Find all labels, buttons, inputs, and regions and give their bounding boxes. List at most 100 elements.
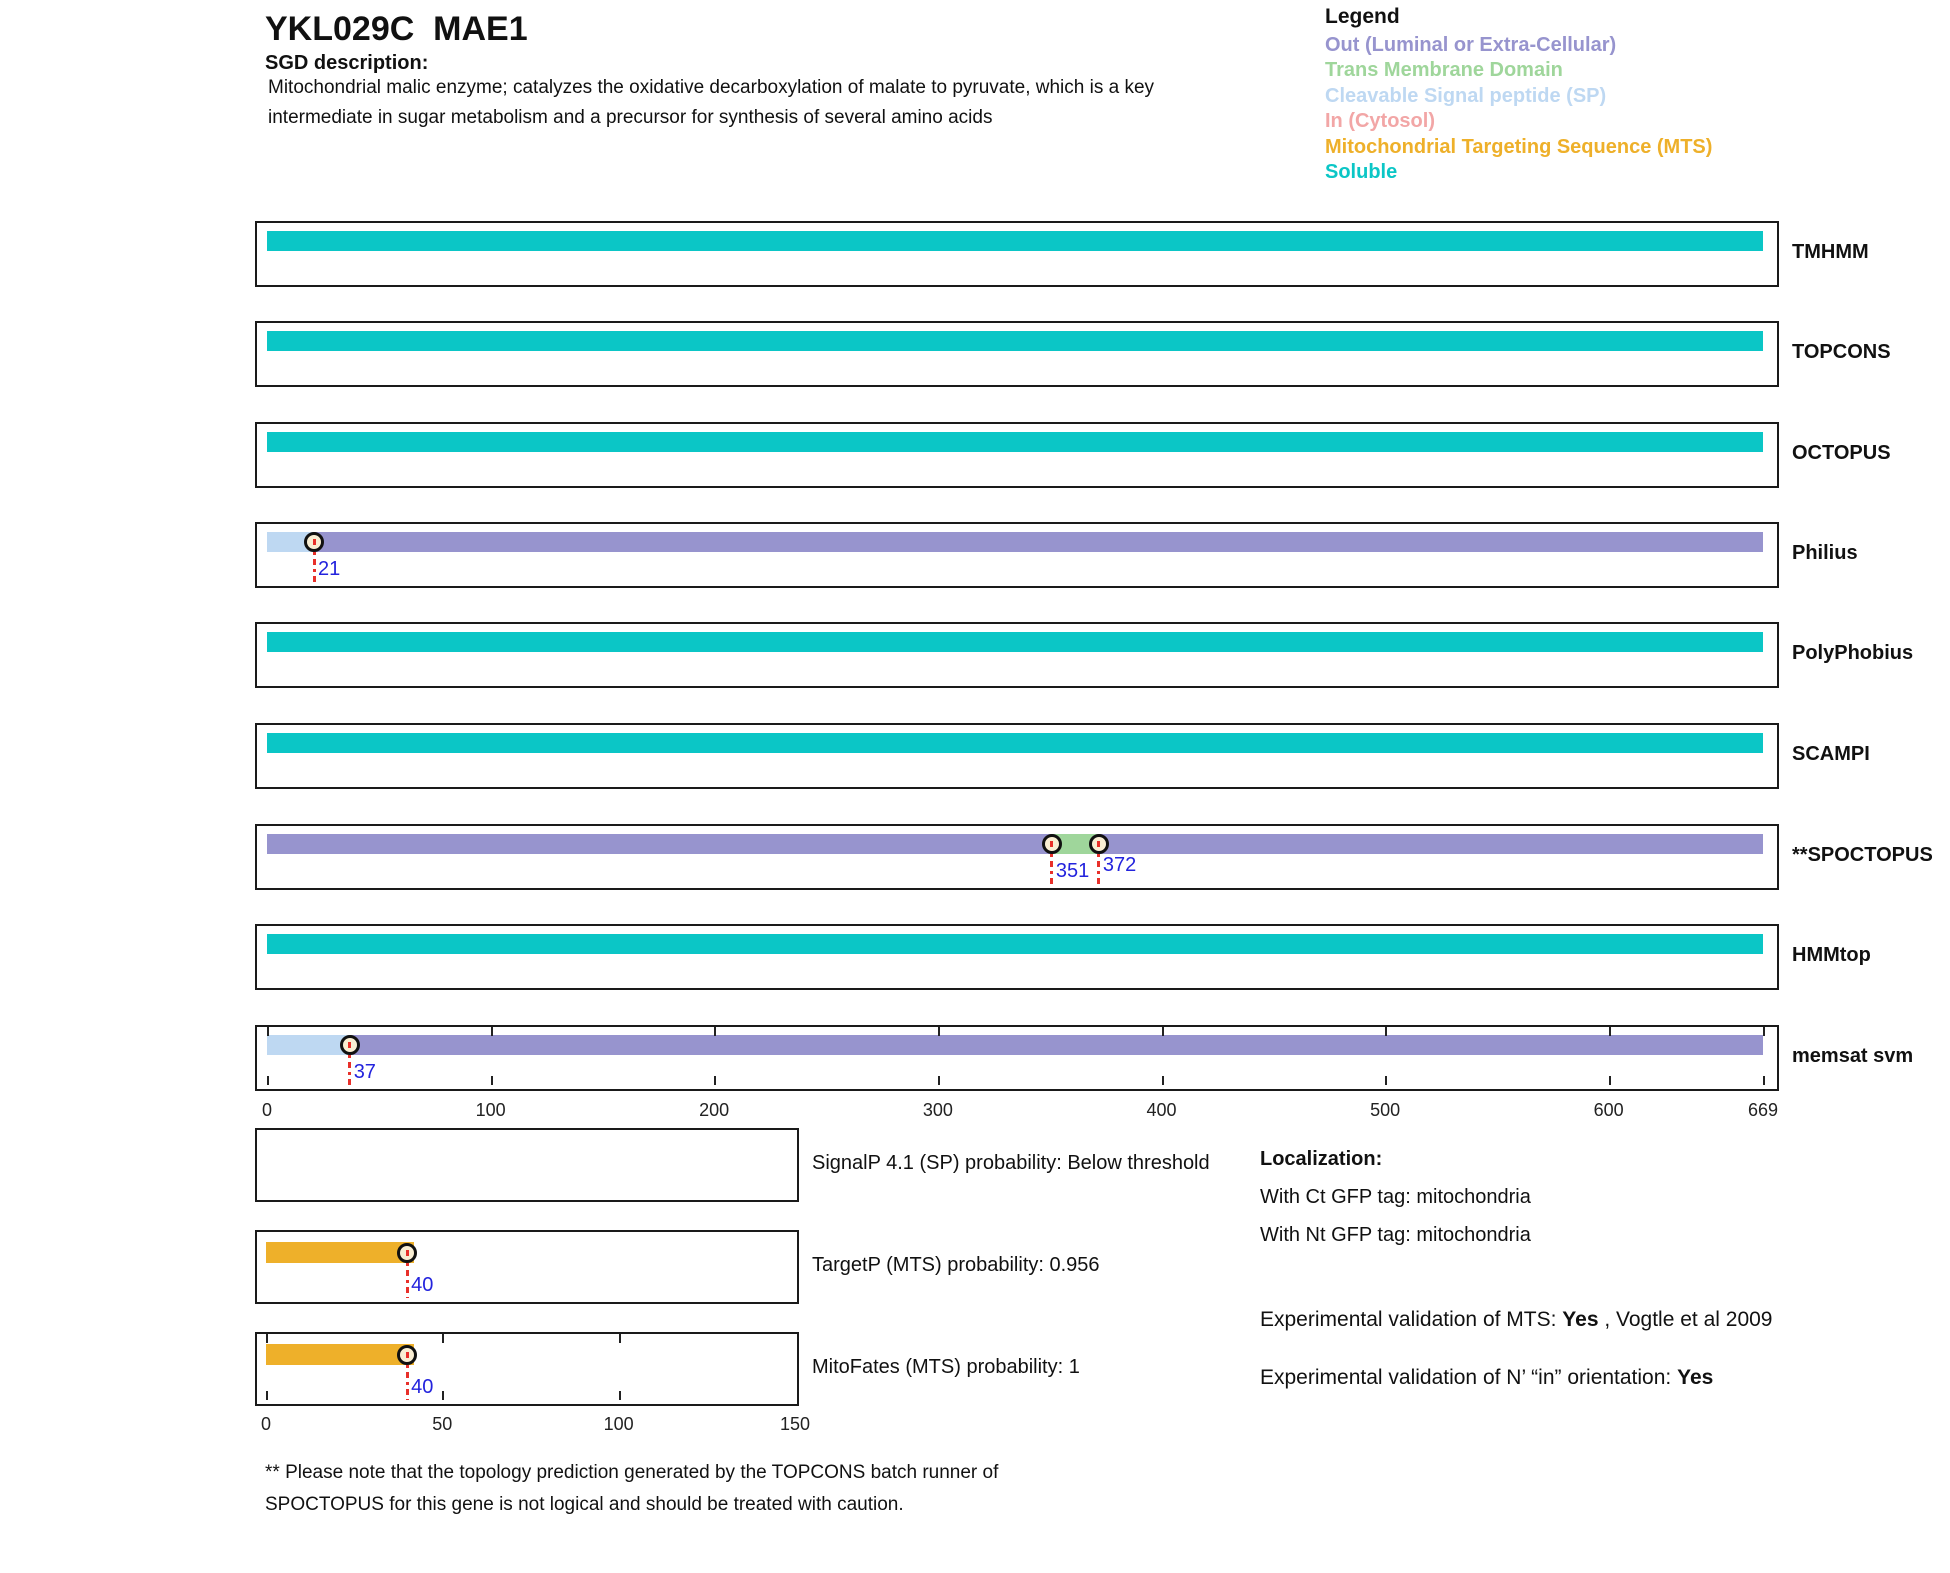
segment-soluble [267,231,1763,251]
track-label: TMHMM [1792,240,1869,263]
segment-soluble [267,934,1763,954]
track-label: Philius [1792,541,1858,564]
track-label: SCAMPI [1792,742,1870,765]
axis-tick-mark [937,1076,940,1085]
axis-tick-mark [937,1027,940,1036]
axis-tick-mark [1608,1076,1611,1085]
boundary-line [1050,844,1054,884]
axis-tick-label: 100 [475,1100,506,1120]
footnote-line2: SPOCTOPUS for this gene is not logical a… [265,1494,904,1515]
position-label: 372 [1102,854,1137,876]
mts-validation-prefix: Experimental validation of MTS: [1260,1308,1563,1331]
axis-tick-mark [267,1027,269,1036]
legend-item-soluble: Soluble [1325,161,1398,183]
boundary-line [1097,844,1101,884]
localization-heading: Localization: [1260,1148,1383,1170]
axis-tick-label: 669 [1747,1100,1779,1120]
boundary-marker-dash [1050,841,1054,847]
track-label: OCTOPUS [1792,441,1891,464]
axis-tick-label: 0 [261,1100,273,1120]
orientation-validation-answer: Yes [1677,1366,1714,1389]
sgd-description-line2: intermediate in sugar metabolism and a p… [268,107,993,128]
orientation-validation-line: Experimental validation of N’ “in” orien… [1260,1366,1713,1390]
segment-soluble [267,331,1763,351]
gene-title: YKL029C MAE1 [265,10,528,48]
axis-tick-mark [442,1334,445,1343]
boundary-marker-dash [348,1042,352,1048]
axis-tick-mark [618,1391,621,1400]
boundary-line [312,542,316,582]
legend-item-in-cytosol: In (Cytosol) [1325,110,1435,133]
segment-sp [267,532,314,552]
axis-tick-mark [442,1391,445,1400]
axis-tick-mark [490,1027,493,1036]
segment-out [1098,834,1763,854]
plot-label: SignalP 4.1 (SP) probability: Below thre… [812,1151,1210,1174]
axis-tick-label: 200 [699,1100,730,1120]
axis-tick-mark [266,1334,268,1343]
position-label: 40 [411,1274,434,1296]
axis-tick-mark [618,1334,621,1343]
boundary-line [405,1354,409,1400]
axis-tick-mark [266,1391,268,1400]
track-label: memsat svm [1792,1044,1914,1067]
segment-out [349,1035,1763,1055]
boundary-marker-dash [1097,841,1101,847]
axis-tick-label: 50 [432,1414,453,1434]
position-label: 40 [411,1376,434,1398]
legend-title: Legend [1325,5,1400,28]
orientation-validation-prefix: Experimental validation of N’ “in” orien… [1260,1366,1678,1389]
mts-validation-line: Experimental validation of MTS: Yes , Vo… [1260,1308,1772,1332]
track-label: **SPOCTOPUS [1792,843,1933,866]
plot-label: TargetP (MTS) probability: 0.956 [812,1253,1100,1276]
track-label: PolyPhobius [1792,641,1914,664]
segment-soluble [267,432,1763,452]
sgd-description-label: SGD description: [265,52,429,74]
sgd-description-line1: Mitochondrial malic enzyme; catalyzes th… [268,77,1155,98]
boundary-marker-dash [405,1249,409,1256]
segment-mts [266,1344,415,1365]
localization-nt-gfp-line: With Nt GFP tag: mitochondria [1260,1224,1531,1246]
legend-item-trans-membrane-domain: Trans Membrane Domain [1325,59,1563,82]
boundary-marker-dash [312,539,316,545]
position-label: 351 [1055,860,1090,882]
axis-tick-mark [714,1076,717,1085]
legend-item-mitochondrial-targeting-sequence-mts: Mitochondrial Targeting Sequence (MTS) [1325,135,1713,158]
axis-tick-mark [1161,1076,1164,1085]
plot-label: MitoFates (MTS) probability: 1 [812,1355,1080,1378]
track-label: TOPCONS [1792,340,1891,363]
axis-tick-mark [1161,1027,1164,1036]
axis-tick-label: 500 [1370,1100,1401,1120]
boundary-marker-dash [405,1351,409,1358]
axis-tick-label: 0 [260,1414,272,1434]
axis-tick-label: 100 [603,1414,634,1434]
segment-out [314,532,1763,552]
axis-tick-mark [267,1076,269,1085]
segment-tm [1051,834,1099,854]
segment-soluble [267,632,1763,652]
axis-tick-mark [1763,1076,1765,1085]
position-label: 37 [353,1061,376,1083]
axis-tick-label: 300 [922,1100,953,1120]
axis-tick-label: 150 [779,1414,811,1434]
axis-tick-mark [714,1027,717,1036]
footnote-line1: ** Please note that the topology predict… [265,1462,999,1483]
axis-tick-mark [1385,1076,1388,1085]
segment-out [267,834,1052,854]
axis-tick-mark [1608,1027,1611,1036]
axis-tick-mark [1385,1027,1388,1036]
axis-tick-label: 600 [1593,1100,1624,1120]
mts-validation-citation: , Vogtle et al 2009 [1598,1308,1773,1331]
position-label: 21 [318,558,341,580]
axis-tick-mark [490,1076,493,1085]
localization-ct-gfp-line: With Ct GFP tag: mitochondria [1260,1186,1531,1208]
boundary-line [348,1045,352,1085]
boundary-line [405,1252,409,1298]
track-label: HMMtop [1792,943,1871,966]
segment-mts [266,1242,415,1263]
legend-item-out-luminal-or-extra-cellular: Out (Luminal or Extra-Cellular) [1325,34,1617,56]
plot-box-targetp-mts-probability-0-956 [255,1230,799,1304]
legend-item-cleavable-signal-peptide-sp: Cleavable Signal peptide (SP) [1325,84,1607,107]
segment-soluble [267,733,1763,753]
